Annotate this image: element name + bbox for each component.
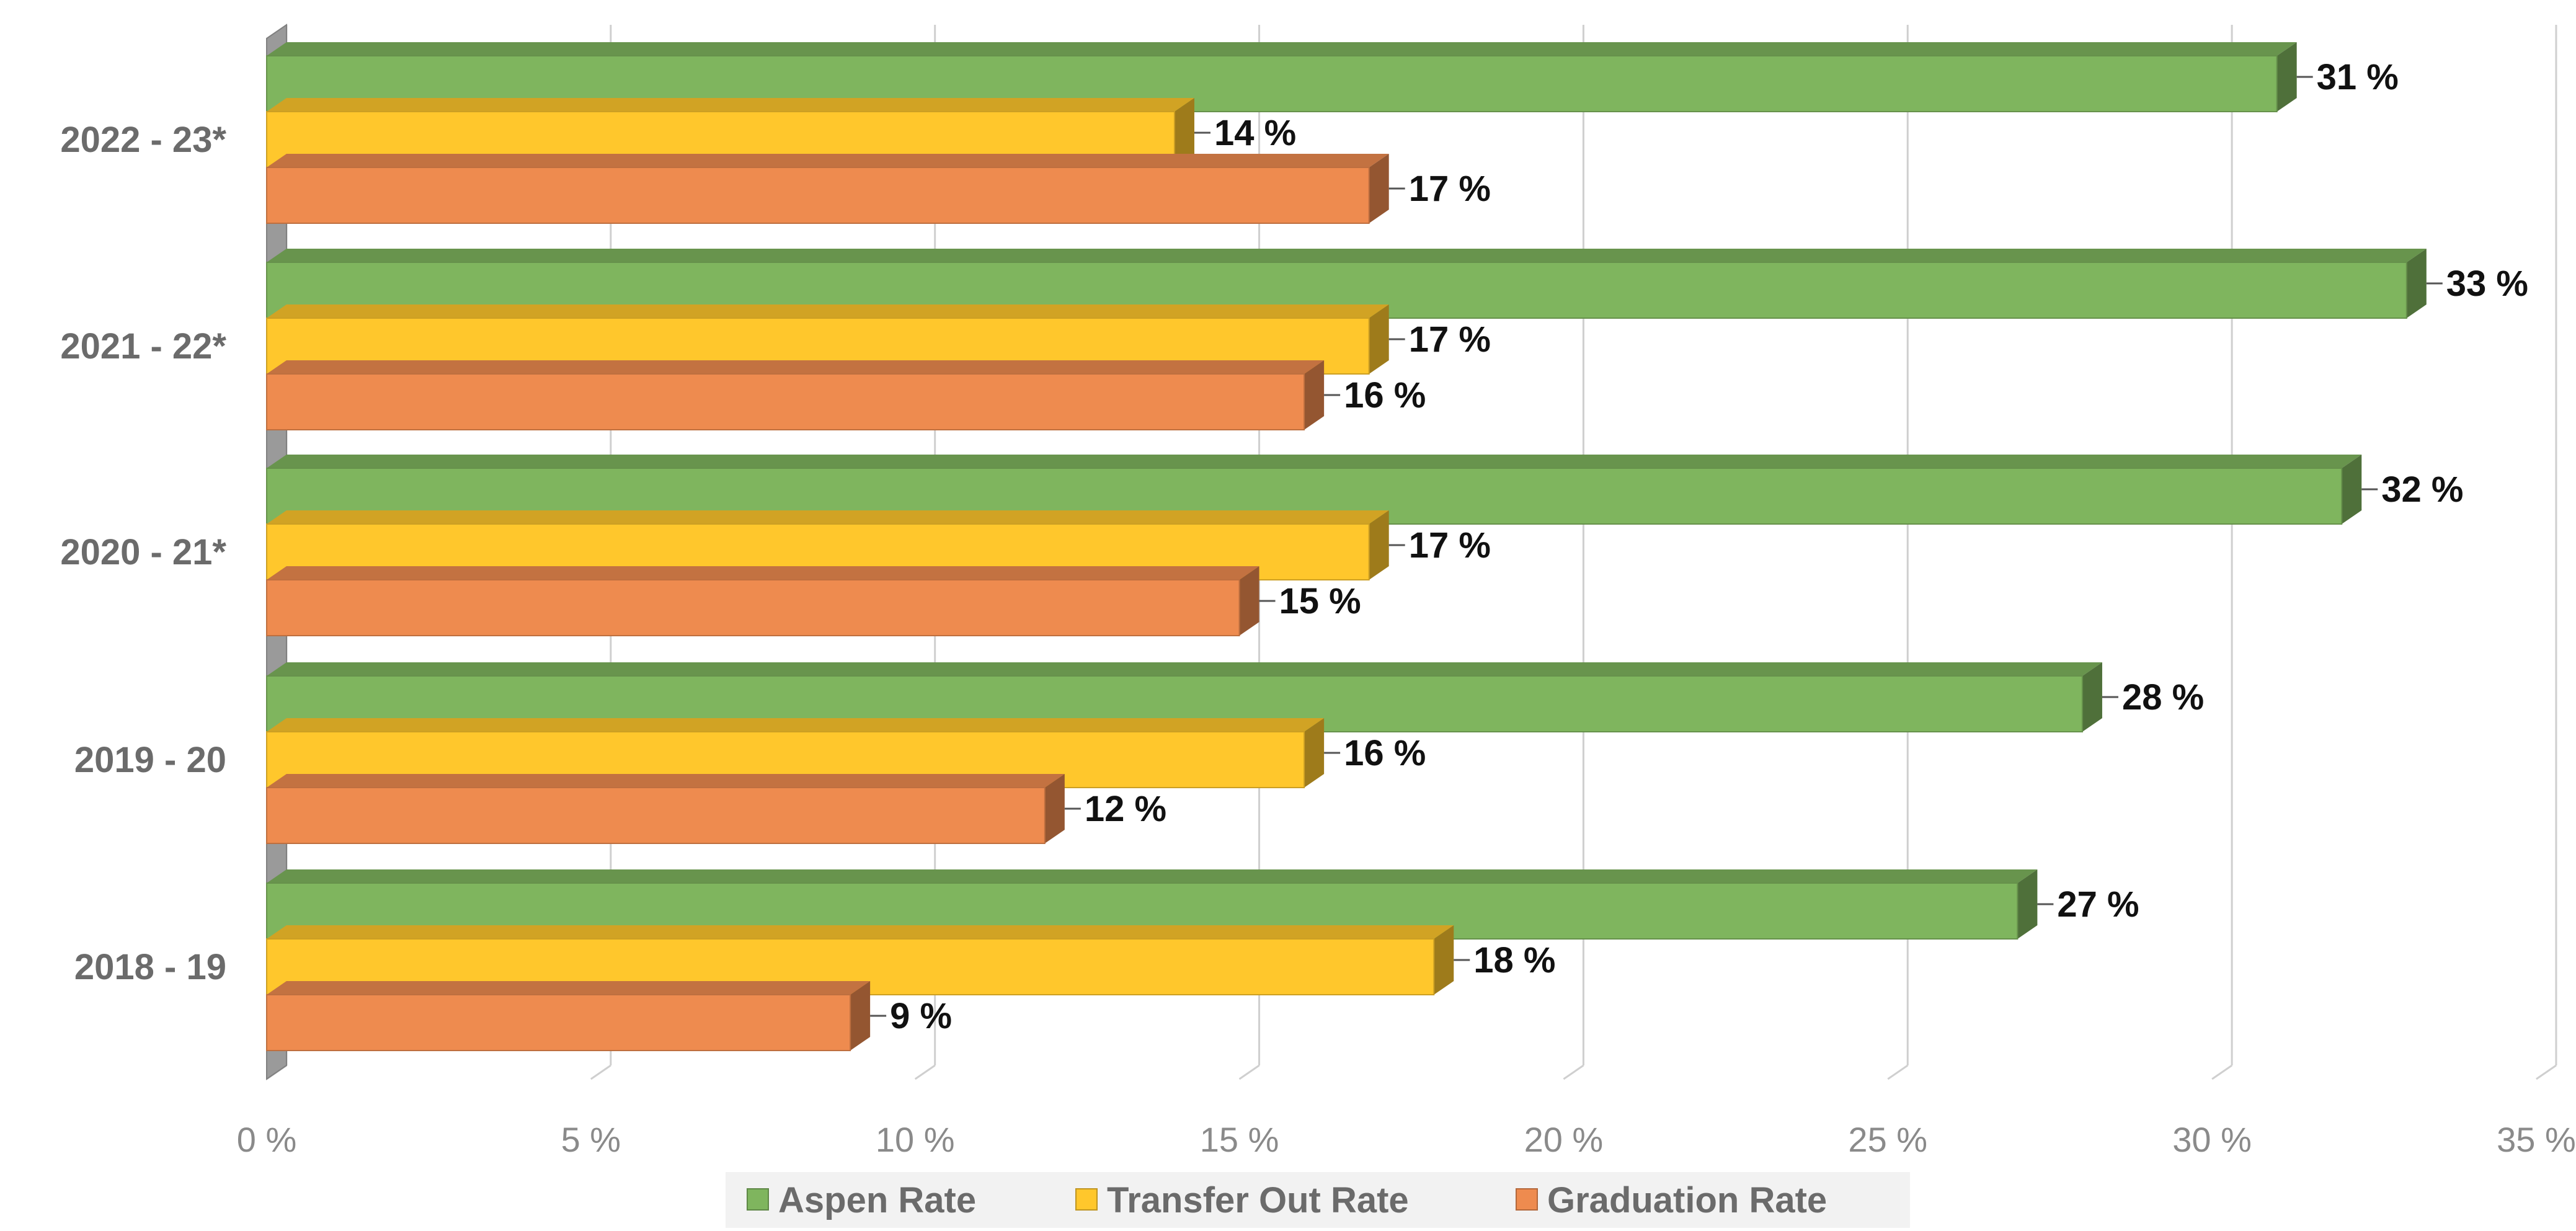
bar-side-face <box>2082 662 2102 732</box>
bar-side-face <box>2276 42 2297 112</box>
data-label: 32 % <box>2381 469 2463 510</box>
data-label: 18 % <box>1473 940 1555 980</box>
bar-side-face <box>2342 455 2362 524</box>
x-tick-label: 0 % <box>237 1120 297 1159</box>
data-label: 33 % <box>2446 264 2528 304</box>
legend-label: Transfer Out Rate <box>1107 1180 1409 1220</box>
x-tick-label: 30 % <box>2172 1120 2252 1159</box>
bar-side-face <box>1369 154 1389 223</box>
bar-side-face <box>1239 566 1259 636</box>
legend-swatch <box>1075 1188 1098 1211</box>
data-label: 15 % <box>1279 581 1361 621</box>
bar-graduation-rate <box>266 787 1046 844</box>
bar-top-face <box>267 510 1389 524</box>
bar-top-face <box>267 42 2297 56</box>
bar-top-face <box>267 360 1325 374</box>
category-label: 2020 - 21* <box>60 532 226 572</box>
bar-side-face <box>1369 304 1389 374</box>
x-tick-label: 35 % <box>2497 1120 2576 1159</box>
data-label: 17 % <box>1409 169 1491 209</box>
data-label: 12 % <box>1085 789 1166 829</box>
bar-graduation-rate <box>266 994 851 1051</box>
category-label: 2022 - 23* <box>60 120 226 160</box>
bar-top-face <box>267 455 2362 468</box>
category-label: 2019 - 20 <box>74 740 226 780</box>
data-label: 31 % <box>2317 57 2399 97</box>
bar-top-face <box>267 981 871 995</box>
bar-top-face <box>267 154 1389 167</box>
data-label: 16 % <box>1344 733 1426 773</box>
bar-side-face <box>1434 925 1454 995</box>
bar-side-face <box>850 981 871 1051</box>
category-label: 2018 - 19 <box>74 947 226 987</box>
bar-side-face <box>1044 774 1065 843</box>
bar-side-face <box>1304 360 1325 430</box>
x-tick-label: 25 % <box>1848 1120 1927 1159</box>
bar-side-face <box>1304 718 1325 788</box>
bar-side-face <box>1369 510 1389 580</box>
legend-box <box>726 1172 1910 1228</box>
bar-graduation-rate <box>266 373 1305 430</box>
gridline-floor-10 <box>914 1064 936 1080</box>
legend-swatch <box>1516 1188 1538 1211</box>
legend-label: Aspen Rate <box>778 1180 976 1220</box>
data-label: 17 % <box>1409 525 1491 566</box>
x-tick-label: 15 % <box>1200 1120 1279 1159</box>
bar-top-face <box>267 925 1454 939</box>
bar-side-face <box>1174 98 1194 167</box>
bar-top-face <box>267 718 1325 732</box>
data-label: 14 % <box>1214 113 1296 153</box>
bar-top-face <box>267 304 1389 318</box>
legend-swatch <box>747 1188 769 1211</box>
bar-side-face <box>2406 249 2427 318</box>
bar-side-face <box>2017 869 2038 939</box>
data-label: 17 % <box>1409 319 1491 360</box>
x-tick-label: 20 % <box>1524 1120 1604 1159</box>
bar-top-face <box>267 566 1259 580</box>
bar-top-face <box>267 249 2427 262</box>
gridline-floor-15 <box>1238 1064 1260 1080</box>
gridline-floor-5 <box>590 1064 611 1080</box>
legend-label: Graduation Rate <box>1547 1180 1827 1220</box>
category-label: 2021 - 22* <box>60 326 226 367</box>
bar-graduation-rate <box>266 167 1370 224</box>
bar-top-face <box>267 662 2102 676</box>
gridline-floor-30 <box>2211 1064 2232 1080</box>
bar-top-face <box>267 774 1065 788</box>
bar-top-face <box>267 869 2038 883</box>
x-tick-label: 5 % <box>561 1120 621 1159</box>
bar-top-face <box>267 98 1194 112</box>
gridline-floor-25 <box>1887 1064 1909 1080</box>
x-tick-label: 10 % <box>876 1120 955 1159</box>
data-label: 27 % <box>2057 884 2139 925</box>
data-label: 28 % <box>2122 677 2204 718</box>
data-label: 9 % <box>890 996 952 1036</box>
gridline-floor-35 <box>2536 1064 2557 1080</box>
bar-graduation-rate <box>266 579 1240 636</box>
gridline-floor-20 <box>1563 1064 1584 1080</box>
data-label: 16 % <box>1344 375 1426 416</box>
